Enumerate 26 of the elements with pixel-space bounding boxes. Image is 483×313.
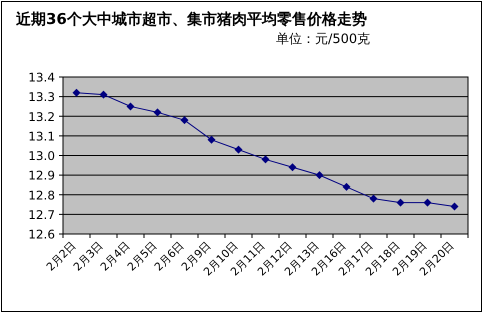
point bbox=[72, 88, 80, 97]
point bbox=[234, 146, 242, 154]
point bbox=[424, 198, 432, 207]
y-tick-label: 12.6 bbox=[28, 228, 55, 242]
point bbox=[262, 155, 270, 164]
point bbox=[154, 108, 162, 116]
point bbox=[370, 194, 378, 203]
y-tick-label: 12.9 bbox=[28, 168, 55, 183]
point bbox=[100, 90, 108, 99]
y-tick-label: 13.0 bbox=[28, 149, 55, 163]
point bbox=[126, 102, 134, 110]
y-tick-label: 12.7 bbox=[28, 208, 55, 222]
chart-subtitle: 单位：元/500克 bbox=[276, 32, 370, 47]
y-tick-label: 13.3 bbox=[28, 90, 55, 104]
point bbox=[288, 163, 296, 172]
point bbox=[208, 136, 216, 144]
point bbox=[396, 198, 404, 207]
point bbox=[316, 171, 324, 180]
point bbox=[180, 116, 188, 124]
y-tick-label: 12.8 bbox=[28, 188, 55, 202]
y-tick-label: 13.1 bbox=[28, 129, 55, 144]
y-tick-label: 13.4 bbox=[28, 70, 55, 84]
chart-title: 近期36个大中城市超市、集市猪肉平均零售价格走势 bbox=[15, 10, 367, 28]
point bbox=[450, 202, 458, 211]
point bbox=[342, 182, 350, 191]
y-tick-label: 13.2 bbox=[28, 110, 55, 124]
